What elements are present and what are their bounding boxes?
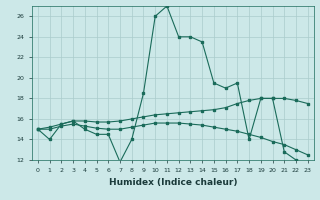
X-axis label: Humidex (Indice chaleur): Humidex (Indice chaleur) — [108, 178, 237, 187]
